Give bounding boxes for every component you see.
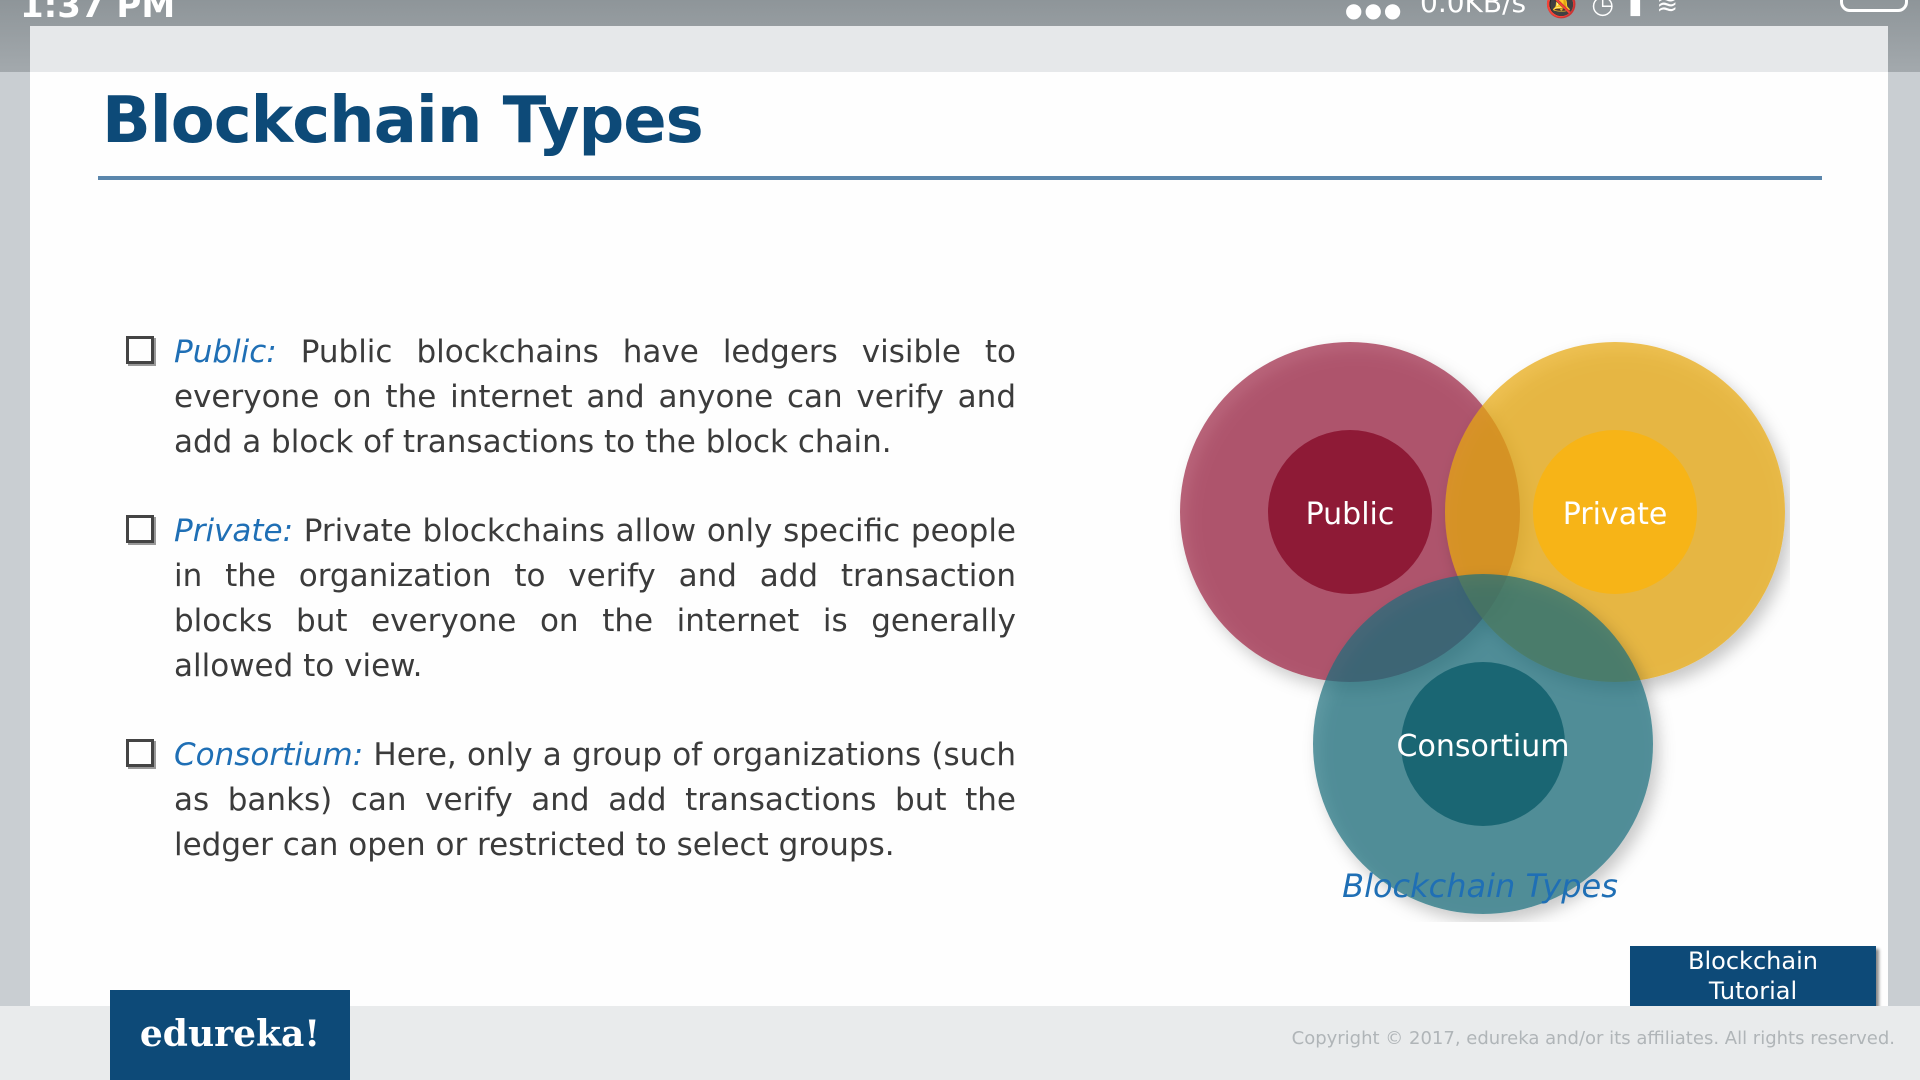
battery-icon: 75 [1840, 0, 1908, 12]
bullet-consortium: Consortium: Here, only a group of organi… [126, 733, 1016, 868]
private-label: Private [1563, 497, 1668, 532]
checkbox-icon [126, 739, 154, 767]
tutorial-tag: Blockchain Tutorial [1630, 946, 1876, 1010]
alarm-icon: ◷ [1591, 0, 1629, 20]
diagram-caption: Blockchain Types [1342, 867, 1618, 905]
copyright-text: Copyright © 2017, edureka and/or its aff… [1291, 1028, 1895, 1049]
status-time: 1:37 PM [20, 0, 176, 26]
title-divider [98, 176, 1822, 180]
consortium-inner-circle [1401, 662, 1565, 826]
more-dots-icon: ●●● [1345, 0, 1404, 22]
consortium-label: Consortium [1397, 729, 1570, 764]
checkbox-icon [126, 515, 154, 543]
tutorial-tag-line1: Blockchain [1688, 947, 1818, 975]
bullet-term: Private: [174, 513, 294, 549]
slide-title: Blockchain Types [102, 84, 704, 158]
blockchain-types-diagram: Public Private Consortium [1150, 262, 1790, 922]
notification-off-icon: 🔕 [1545, 0, 1592, 20]
public-inner-circle [1268, 430, 1432, 594]
tutorial-tag-line2: Tutorial [1708, 977, 1798, 1005]
bullet-list: Public: Public blockchains have ledgers … [126, 330, 1016, 912]
private-inner-circle [1533, 430, 1697, 594]
venn-svg: Public Private Consortium [1180, 342, 1785, 914]
status-icons: 🔕◷▮≋ [1545, 0, 1692, 20]
network-speed: 0.0KB/s [1420, 0, 1527, 19]
public-label: Public [1306, 497, 1395, 532]
slide: Blockchain Types Public: Public blockcha… [30, 72, 1888, 1010]
signal-icon: ▮ [1628, 0, 1657, 20]
edureka-logo: edureka! [110, 990, 350, 1080]
bullet-text: Private blockchains allow only specific … [174, 513, 1016, 684]
wifi-icon: ≋ [1656, 0, 1693, 20]
bullet-term: Consortium: [174, 737, 364, 773]
bullet-text: Here, only a group of organizations (suc… [174, 737, 1016, 863]
bullet-public: Public: Public blockchains have ledgers … [126, 330, 1016, 465]
bullet-private: Private: Private blockchains allow only … [126, 509, 1016, 689]
bullet-text: Public blockchains have ledgers visible … [174, 334, 1016, 460]
checkbox-icon [126, 336, 154, 364]
bullet-term: Public: [174, 334, 277, 370]
